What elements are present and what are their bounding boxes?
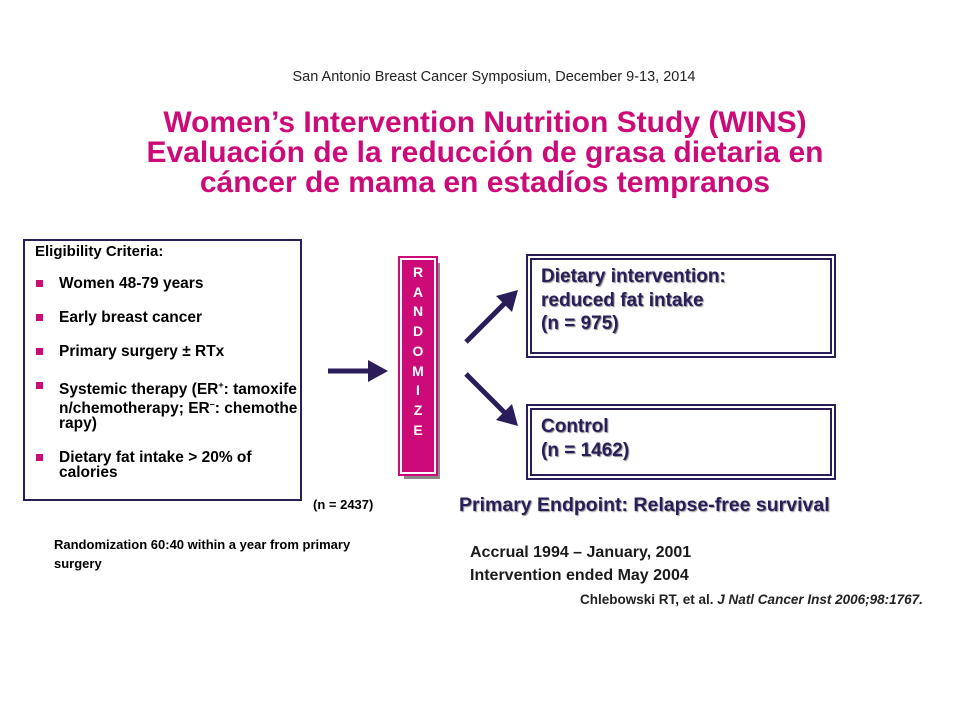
title-line-1: Women’s Intervention Nutrition Study (WI…	[163, 106, 807, 139]
eligibility-item: Systemic therapy (ER+: tamoxifen/chemoth…	[36, 378, 302, 432]
bullet-icon	[36, 314, 43, 321]
randomize-letters: R A N D O M I Z E	[402, 260, 434, 440]
randomize-letter: A	[412, 283, 424, 300]
control-text: Control (n = 1462)	[541, 415, 629, 462]
primary-endpoint: Primary Endpoint: Relapse-free survival	[459, 494, 830, 516]
randomize-letter: R	[412, 264, 424, 280]
control-line-1: Control	[541, 416, 609, 437]
title-line-2: Evaluación de la reducción de grasa diet…	[146, 136, 824, 169]
control-box	[528, 406, 834, 478]
bullet-icon	[36, 454, 43, 462]
control-line-2: (n = 1462)	[541, 439, 630, 461]
accrual-info: Accrual 1994 – January, 2001 Interventio…	[470, 541, 691, 587]
title-line-3: cáncer de mama en estadíos tempranos	[199, 166, 771, 199]
randomize-box: R A N D O M I Z E	[398, 256, 438, 476]
dietary-line-3: (n = 975)	[541, 313, 619, 334]
conference-header: San Antonio Breast Cancer Symposium, Dec…	[292, 69, 696, 85]
citation: Chlebowski RT, et al. J Natl Cancer Inst…	[580, 592, 923, 607]
citation-journal: J Natl Cancer Inst 2006;98:1767.	[717, 592, 923, 607]
accrual-line-1: Accrual 1994 – January, 2001	[470, 544, 692, 561]
randomization-note: Randomization 60:40 within a year from p…	[54, 537, 351, 571]
dietary-line-1: Dietary intervention:	[541, 266, 726, 287]
bullet-icon	[36, 348, 43, 355]
dietary-intervention-box	[528, 256, 834, 356]
total-n-label: (n = 2437)	[313, 497, 374, 512]
eligibility-item: Early breast cancer	[36, 310, 302, 325]
dietary-line-2: reduced fat intake	[541, 289, 704, 311]
bullet-icon	[36, 280, 43, 287]
eligibility-item: Women 48-79 years	[36, 276, 302, 291]
eligibility-heading: Eligibility Criteria:	[35, 243, 164, 260]
randomize-letter: O	[412, 342, 424, 359]
arrow-up-right-icon	[464, 290, 518, 344]
randomize-letter: N	[412, 303, 424, 320]
accrual-line-2: Intervention ended May 2004	[470, 567, 689, 584]
eligibility-list: Women 48-79 years Early breast cancer Pr…	[36, 276, 302, 499]
randomize-letter: D	[412, 323, 424, 340]
randomize-letter: Z	[413, 401, 423, 418]
citation-authors: Chlebowski RT, et al.	[580, 592, 714, 607]
randomize-letter: M	[412, 362, 424, 379]
eligibility-box	[23, 239, 302, 501]
eligibility-item: Dietary fat intake > 20% of calories	[36, 450, 302, 481]
eligibility-item: Primary surgery ± RTx	[36, 344, 302, 359]
randomize-letter: E	[413, 421, 423, 438]
dietary-intervention-text: Dietary intervention: reduced fat intake…	[541, 265, 726, 336]
bullet-icon	[36, 382, 43, 389]
slide-title: Women’s Intervention Nutrition Study (WI…	[60, 108, 910, 198]
randomize-letter: I	[416, 382, 420, 399]
arrow-right-icon	[328, 360, 388, 382]
arrow-down-right-icon	[464, 372, 518, 426]
